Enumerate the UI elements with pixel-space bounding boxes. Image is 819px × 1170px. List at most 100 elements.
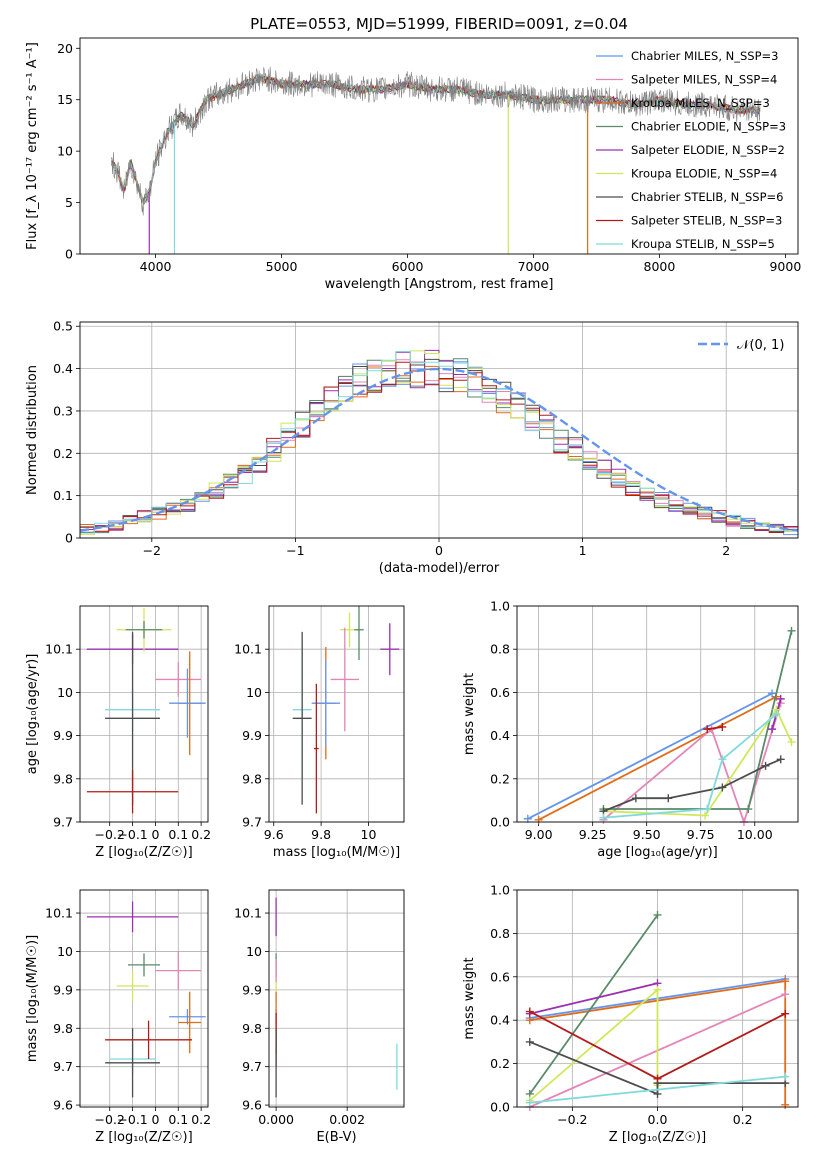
y-tick-label: 1.0 (490, 599, 510, 614)
y-tick-label: 9.9 (242, 982, 262, 997)
weight-marker (776, 694, 785, 703)
y-tick-label: 20 (57, 41, 73, 56)
x-tick-label: 0.002 (329, 1112, 365, 1127)
y-tick-label: 5 (65, 195, 73, 210)
weight-marker (534, 815, 543, 824)
errorbar-point (116, 970, 149, 1002)
plot-frame (79, 605, 209, 823)
y-tick-label: 0.6 (490, 685, 510, 700)
y-tick-label: 9.8 (53, 771, 73, 786)
errorbar-point (314, 683, 319, 814)
weight-vs-age-panel: 9.00 9.25 9.50 9.75 10.00 0.0 0.2 0.4 0.6 0.8 1.0 a… (462, 599, 799, 860)
weight-marker (523, 814, 532, 823)
y-tick-label: 9.7 (242, 1059, 262, 1074)
y-tick-label: 0.5 (53, 319, 73, 334)
weight-marker (703, 805, 712, 814)
x-tick-label: 0.0 (648, 1112, 668, 1127)
weight-marker (718, 722, 727, 731)
legend-label: Kroupa ELODIE, N_SSP=4 (631, 167, 777, 181)
mass-vs-ebv-panel: 0.000 0.002 9.6 9.7 9.8 9.9 10 10.1 E(B-V) (234, 889, 405, 1145)
x-axis-label: Z [log₁₀(Z/Z☉)] (95, 845, 192, 860)
x-tick-label: −0.1 (117, 1112, 147, 1127)
x-tick-label: −1 (286, 543, 304, 558)
weight-marker (525, 1037, 534, 1046)
errorbar-point (292, 631, 312, 805)
residual-histogram (80, 351, 798, 534)
residual-histogram (80, 361, 798, 533)
weight-marker (781, 977, 790, 986)
x-axis-label: wavelength [Angstrom, rest frame] (325, 277, 554, 292)
x-tick-label: 7000 (518, 259, 550, 274)
weight-line (538, 695, 777, 821)
y-tick-label: 9.8 (53, 1021, 73, 1036)
x-tick-label: 6000 (392, 259, 424, 274)
legend-label: Salpeter STELIB, N_SSP=3 (631, 214, 782, 228)
plot-frame (268, 889, 405, 1108)
x-tick-label: 0 (151, 1112, 159, 1127)
y-tick-label: 0.4 (490, 1013, 510, 1028)
spectrum-panel: PLATE=0553, MJD=51999, FIBERID=0091, z=0… (25, 15, 801, 292)
weight-marker (768, 725, 777, 734)
model-spectrum-line (111, 75, 761, 202)
y-tick-label: 9.8 (242, 1021, 262, 1036)
y-axis-label: mass weight (462, 957, 477, 1039)
x-tick-label: 9.75 (687, 827, 715, 842)
y-tick-label: 9.9 (53, 982, 73, 997)
y-tick-label: 0 (65, 247, 73, 262)
weight-marker (653, 910, 662, 919)
errorbar-point (169, 668, 206, 738)
mass-vs-Z-panel: −0.2−0.1 0 0.1 0.2 9.6 9.7 9.8 9.9 10 10.1 Z [log₁… (25, 889, 211, 1145)
weight-marker (768, 689, 777, 698)
x-axis-label: age [log₁₀(age/yr)] (597, 845, 718, 860)
y-axis-label: Normed distribution (25, 365, 40, 495)
weight-line (603, 713, 777, 819)
x-axis-label: Z [log₁₀(Z/Z☉)] (609, 1130, 706, 1145)
errorbar-point (86, 770, 179, 814)
x-axis-label: E(B-V) (316, 1130, 356, 1145)
y-tick-label: 9.7 (53, 1059, 73, 1074)
residuals-panel: −2 −1 0 1 2 0 0.1 0.2 0.3 0.4 0.5 (data-model)/erro… (25, 319, 799, 576)
weight-marker (664, 794, 673, 803)
legend: Chabrier MILES, N_SSP=3 Salpeter MILES, N… (596, 49, 786, 251)
y-tick-label: 0.8 (490, 642, 510, 657)
age-vs-Z-panel: −0.2−0.1 0 0.1 0.2 9.7 9.8 9.9 10 10.1 Z [log₁₀(Z… (25, 605, 211, 860)
y-tick-label: 9.6 (242, 1098, 262, 1113)
y-tick-label: 0.3 (53, 403, 73, 418)
y-tick-label: 0.4 (490, 728, 510, 743)
weight-marker (718, 755, 727, 764)
x-tick-label: 9.6 (264, 827, 284, 842)
weight-line (529, 982, 658, 1015)
y-tick-label: 9.8 (242, 771, 262, 786)
weight-line (529, 914, 659, 1095)
weight-marker (653, 1074, 662, 1083)
x-axis-label: (data-model)/error (379, 561, 500, 576)
x-tick-label: 0.2 (733, 1112, 753, 1127)
y-tick-label: 1.0 (490, 883, 510, 898)
y-tick-label: 10 (57, 944, 73, 959)
y-tick-label: 9.6 (53, 1098, 73, 1113)
chart-title: PLATE=0553, MJD=51999, FIBERID=0091, z=0… (250, 15, 628, 33)
x-tick-label: −2 (143, 543, 161, 558)
weight-marker (781, 1009, 790, 1018)
weight-marker (781, 990, 790, 999)
errorbar-point (128, 953, 160, 977)
x-axis-label: mass [log₁₀(M/M☉)] (273, 845, 400, 860)
x-tick-label: 9.50 (633, 827, 661, 842)
y-tick-label: 0.6 (490, 969, 510, 984)
y-axis-label: age [log₁₀(age/yr)] (25, 654, 40, 775)
weight-marker (701, 811, 710, 820)
x-tick-label: 0 (435, 543, 443, 558)
y-tick-label: 0 (65, 531, 73, 546)
weight-marker (703, 725, 712, 734)
y-tick-label: 10.1 (45, 906, 73, 921)
weight-line (529, 1075, 786, 1104)
weight-marker (718, 783, 727, 792)
x-tick-label: −0.2 (557, 1112, 587, 1127)
errorbar-point (105, 1028, 160, 1098)
errorbar-point (178, 991, 202, 1054)
y-tick-label: 0.8 (490, 926, 510, 941)
errorbar-point (155, 662, 202, 697)
y-tick-label: 10 (246, 685, 262, 700)
errorbar-point (380, 623, 400, 676)
x-tick-label: −0.2 (95, 1112, 125, 1127)
